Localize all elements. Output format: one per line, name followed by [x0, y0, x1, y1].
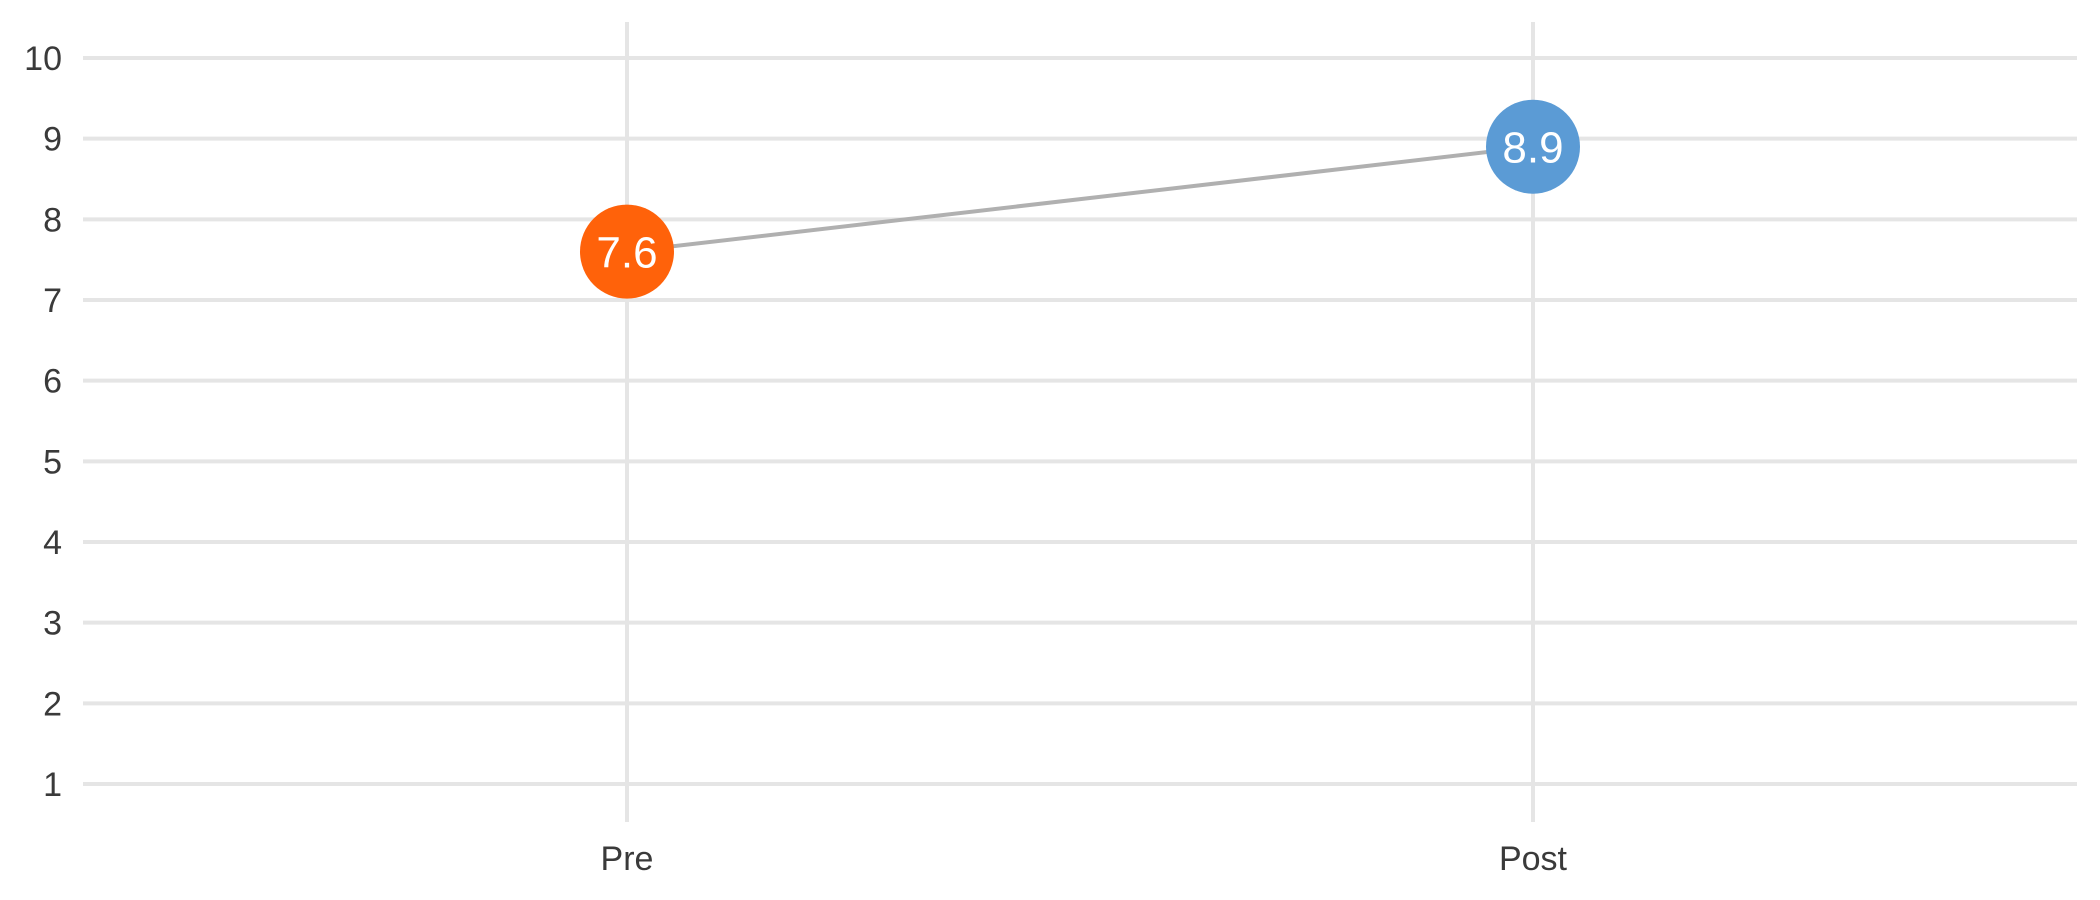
x-tick-label-pre: Pre — [601, 840, 654, 878]
horizontal-gridlines — [83, 56, 2077, 786]
connector-lines — [626, 144, 1534, 254]
y-tick-label-9: 9 — [43, 121, 62, 159]
y-tick-label-4: 4 — [43, 524, 62, 562]
data-point-post — [1486, 99, 1580, 194]
data-label-post: 8.9 — [1502, 124, 1563, 173]
y-tick-label-8: 8 — [43, 201, 62, 239]
data-points: 7.6 8.9 — [580, 99, 1580, 299]
y-tick-label-2: 2 — [43, 685, 62, 723]
data-label-pre: 7.6 — [596, 229, 657, 278]
y-tick-label-6: 6 — [43, 363, 62, 401]
y-tick-label-3: 3 — [43, 605, 62, 643]
y-axis-tick-labels: 1 2 3 4 5 6 7 8 9 10 — [24, 40, 62, 804]
data-point-pre — [580, 204, 674, 299]
x-tick-label-post: Post — [1499, 840, 1568, 878]
y-tick-label-7: 7 — [43, 282, 62, 320]
x-axis-tick-labels: Pre Post — [601, 840, 1568, 878]
y-tick-label-5: 5 — [43, 443, 62, 481]
y-tick-label-10: 10 — [24, 40, 62, 78]
y-tick-label-1: 1 — [43, 766, 62, 804]
connector-line-pre-post — [626, 144, 1534, 254]
